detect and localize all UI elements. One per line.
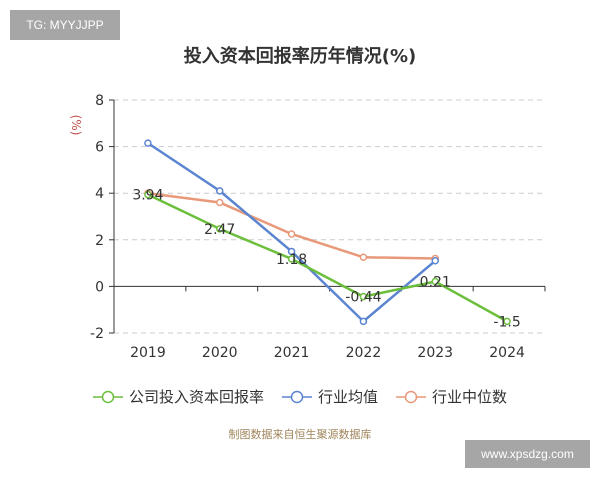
data-point[interactable] [503, 317, 511, 326]
data-point[interactable] [431, 257, 439, 265]
tg-watermark-badge: TG: MYYJJPP [10, 10, 120, 40]
x-tick-label: 2020 [202, 345, 238, 361]
data-point[interactable] [216, 198, 224, 207]
data-label: 2.47 [204, 222, 235, 238]
y-tick-label: 2 [95, 233, 104, 249]
x-tick-label: 2019 [130, 345, 166, 361]
y-tick-label: 4 [95, 186, 104, 202]
x-tick-label: 2022 [346, 345, 382, 361]
data-point[interactable] [359, 253, 368, 262]
y-tick-label: 6 [95, 140, 104, 156]
chart-title: 投入资本回报率历年情况(%) [183, 46, 417, 67]
data-label: 1.18 [276, 252, 307, 268]
data-label: -0.44 [345, 290, 381, 306]
legend-item-industry-avg[interactable]: 行业均值 [281, 386, 378, 407]
legend-line-marker-icon [396, 390, 426, 403]
site-watermark-badge: www.xpsdzg.com [465, 440, 590, 468]
series-line [147, 193, 508, 323]
legend-line-marker-icon [281, 390, 312, 403]
legend-item-company[interactable]: 公司投入资本回报率 [92, 386, 264, 407]
y-tick-label: 8 [95, 93, 104, 109]
data-point[interactable] [144, 139, 152, 147]
y-tick-label: -2 [90, 326, 104, 342]
data-point[interactable] [431, 277, 439, 286]
source-note: 制图数据来自恒生聚源数据库 [228, 428, 372, 441]
data-point[interactable] [359, 292, 368, 301]
legend-line-marker-icon [92, 390, 123, 403]
data-point[interactable] [216, 225, 224, 233]
x-tick-label: 2024 [489, 345, 525, 361]
chart-legend: 公司投入资本回报率 行业均值 行业中位数 [0, 386, 600, 407]
data-point[interactable] [287, 247, 296, 256]
data-label: 0.21 [420, 275, 451, 291]
x-tick-label: 2021 [274, 345, 310, 361]
data-point[interactable] [216, 187, 224, 195]
legend-label: 公司投入资本回报率 [128, 388, 264, 406]
data-point[interactable] [144, 190, 152, 199]
data-label: -1.5 [493, 314, 520, 330]
data-point[interactable] [359, 317, 368, 326]
data-point[interactable] [287, 255, 296, 263]
y-tick-label: 0 [95, 279, 104, 295]
y-axis-unit-label: (%) [69, 115, 83, 136]
legend-label: 行业均值 [317, 388, 378, 406]
x-tick-label: 2023 [417, 345, 453, 361]
legend-label: 行业中位数 [432, 388, 508, 406]
data-point[interactable] [287, 230, 296, 238]
data-label: 3.94 [132, 188, 163, 204]
legend-item-industry-median[interactable]: 行业中位数 [396, 386, 507, 407]
